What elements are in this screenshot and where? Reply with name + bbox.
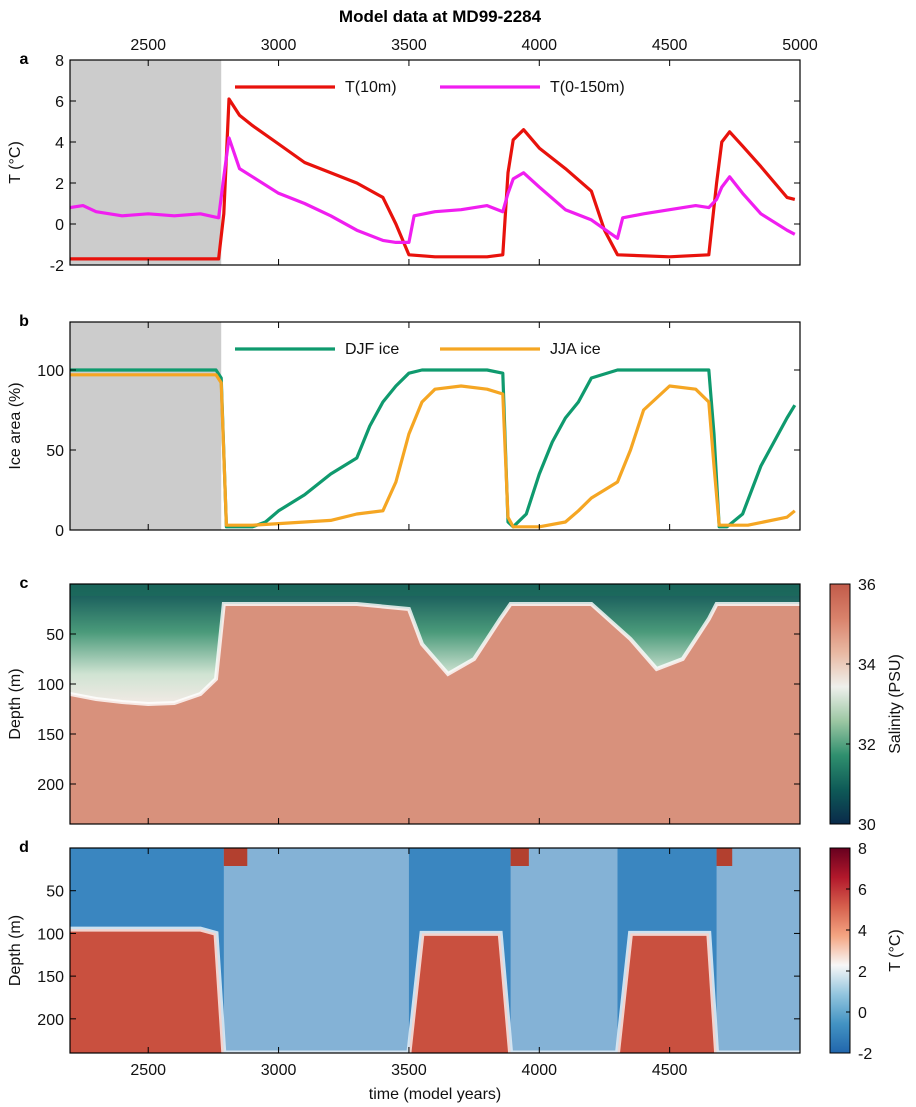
- x-tick-label: 3000: [261, 1062, 297, 1079]
- axes-frame: [69, 59, 801, 266]
- colorbar-label: T (°C): [887, 929, 904, 972]
- colorbar-tick-label: 8: [858, 841, 867, 858]
- panel-b: DJF ice JJA ice 0 50 100 Ice area (%) b: [7, 313, 801, 540]
- y-tick-label: 4: [55, 135, 64, 152]
- y-axis-label: T (°C): [7, 141, 24, 184]
- halocline: [70, 602, 800, 707]
- x-tick-label-top: 4500: [652, 37, 688, 54]
- surface-warm-patch: [223, 848, 248, 866]
- mixed-column: [223, 848, 409, 1053]
- panel-letter: c: [20, 575, 29, 592]
- x-tick-label: 3500: [391, 1062, 427, 1079]
- y-axis-label: Ice area (%): [7, 382, 24, 469]
- y-tick-label: 200: [37, 777, 64, 794]
- legend-label: DJF ice: [345, 341, 399, 358]
- x-tick-label-top: 3000: [261, 37, 297, 54]
- x-tick-label: 2500: [130, 1062, 166, 1079]
- x-tick-label-top: 5000: [782, 37, 818, 54]
- panel-letter: d: [19, 839, 29, 856]
- y-tick-label: -2: [50, 258, 64, 275]
- y-tick-label: 2: [55, 176, 64, 193]
- mixed-column: [716, 848, 800, 1053]
- x-tick-label: 4000: [521, 1062, 557, 1079]
- x-tick-label: 4500: [652, 1062, 688, 1079]
- y-tick-label: 100: [37, 926, 64, 943]
- x-tick-label-top: 3500: [391, 37, 427, 54]
- panel-c: 30 32 34 36 Salinity (PSU) 50 100 150 200 Depth (…: [7, 575, 904, 834]
- series-line-jja-ice: [70, 373, 796, 529]
- x-tick-label-top: 4000: [521, 37, 557, 54]
- colorbar-tick-label: 4: [858, 923, 867, 940]
- y-tick-label: 8: [55, 53, 64, 70]
- panel-letter: b: [19, 313, 29, 330]
- panel-a: T(10m) T(0-150m) -2 0 2 4 6 8 T (°C) 2500 3000 3500…: [7, 37, 818, 275]
- y-axis-label: Depth (m): [7, 668, 24, 739]
- axes-frame: [69, 321, 801, 531]
- shaded-region: [70, 322, 222, 530]
- surface-band: [70, 584, 800, 596]
- series-line-t-0-150m-: [69, 136, 796, 244]
- colorbar: [829, 847, 851, 1054]
- y-tick-label: 150: [37, 727, 64, 744]
- colorbar-tick-label: 2: [858, 964, 867, 981]
- colorbar-tick-label: -2: [858, 1046, 872, 1063]
- legend-label: T(10m): [345, 79, 397, 96]
- legend-label: T(0-150m): [550, 79, 625, 96]
- y-tick-label: 0: [55, 523, 64, 540]
- colorbar-tick-label: 0: [858, 1005, 867, 1022]
- x-axis-label: time (model years): [369, 1086, 501, 1103]
- colorbar-tick-label: 6: [858, 882, 867, 899]
- mixed-column: [510, 848, 618, 1053]
- y-tick-label: 200: [37, 1012, 64, 1029]
- panel-d: -2 0 2 4 6 8 T (°C) 50 100 150 200 Depth (m) 2500 300…: [7, 839, 904, 1079]
- y-tick-label: 0: [55, 217, 64, 234]
- surface-warm-patch: [510, 848, 529, 866]
- thermocline: [70, 926, 800, 1053]
- y-tick-label: 50: [46, 443, 64, 460]
- axes-frame: [69, 583, 801, 825]
- y-tick-label: 50: [46, 627, 64, 644]
- colorbar-tick-label: 32: [858, 737, 876, 754]
- x-tick-label-top: 2500: [130, 37, 166, 54]
- y-tick-label: 100: [37, 363, 64, 380]
- y-axis-label: Depth (m): [7, 915, 24, 986]
- colorbar: [829, 583, 851, 825]
- y-tick-label: 50: [46, 884, 64, 901]
- series-line-djf-ice: [70, 368, 797, 529]
- shaded-region: [70, 60, 222, 265]
- colorbar-label: Salinity (PSU): [887, 654, 904, 754]
- colorbar-tick-label: 34: [858, 657, 876, 674]
- series-line-t-10m-: [70, 97, 796, 261]
- colorbar-tick-label: 30: [858, 817, 876, 834]
- figure-title: Model data at MD99-2284: [339, 7, 542, 26]
- colorbar-tick-label: 36: [858, 577, 876, 594]
- legend-label: JJA ice: [550, 341, 601, 358]
- axes-frame: [69, 847, 801, 1054]
- panel-letter: a: [20, 51, 29, 68]
- fresh-water-layer: [70, 584, 800, 704]
- warm-deep-layer: [70, 929, 800, 1053]
- y-tick-label: 100: [37, 677, 64, 694]
- y-tick-label: 6: [55, 94, 64, 111]
- surface-warm-patch: [716, 848, 733, 866]
- y-tick-label: 150: [37, 969, 64, 986]
